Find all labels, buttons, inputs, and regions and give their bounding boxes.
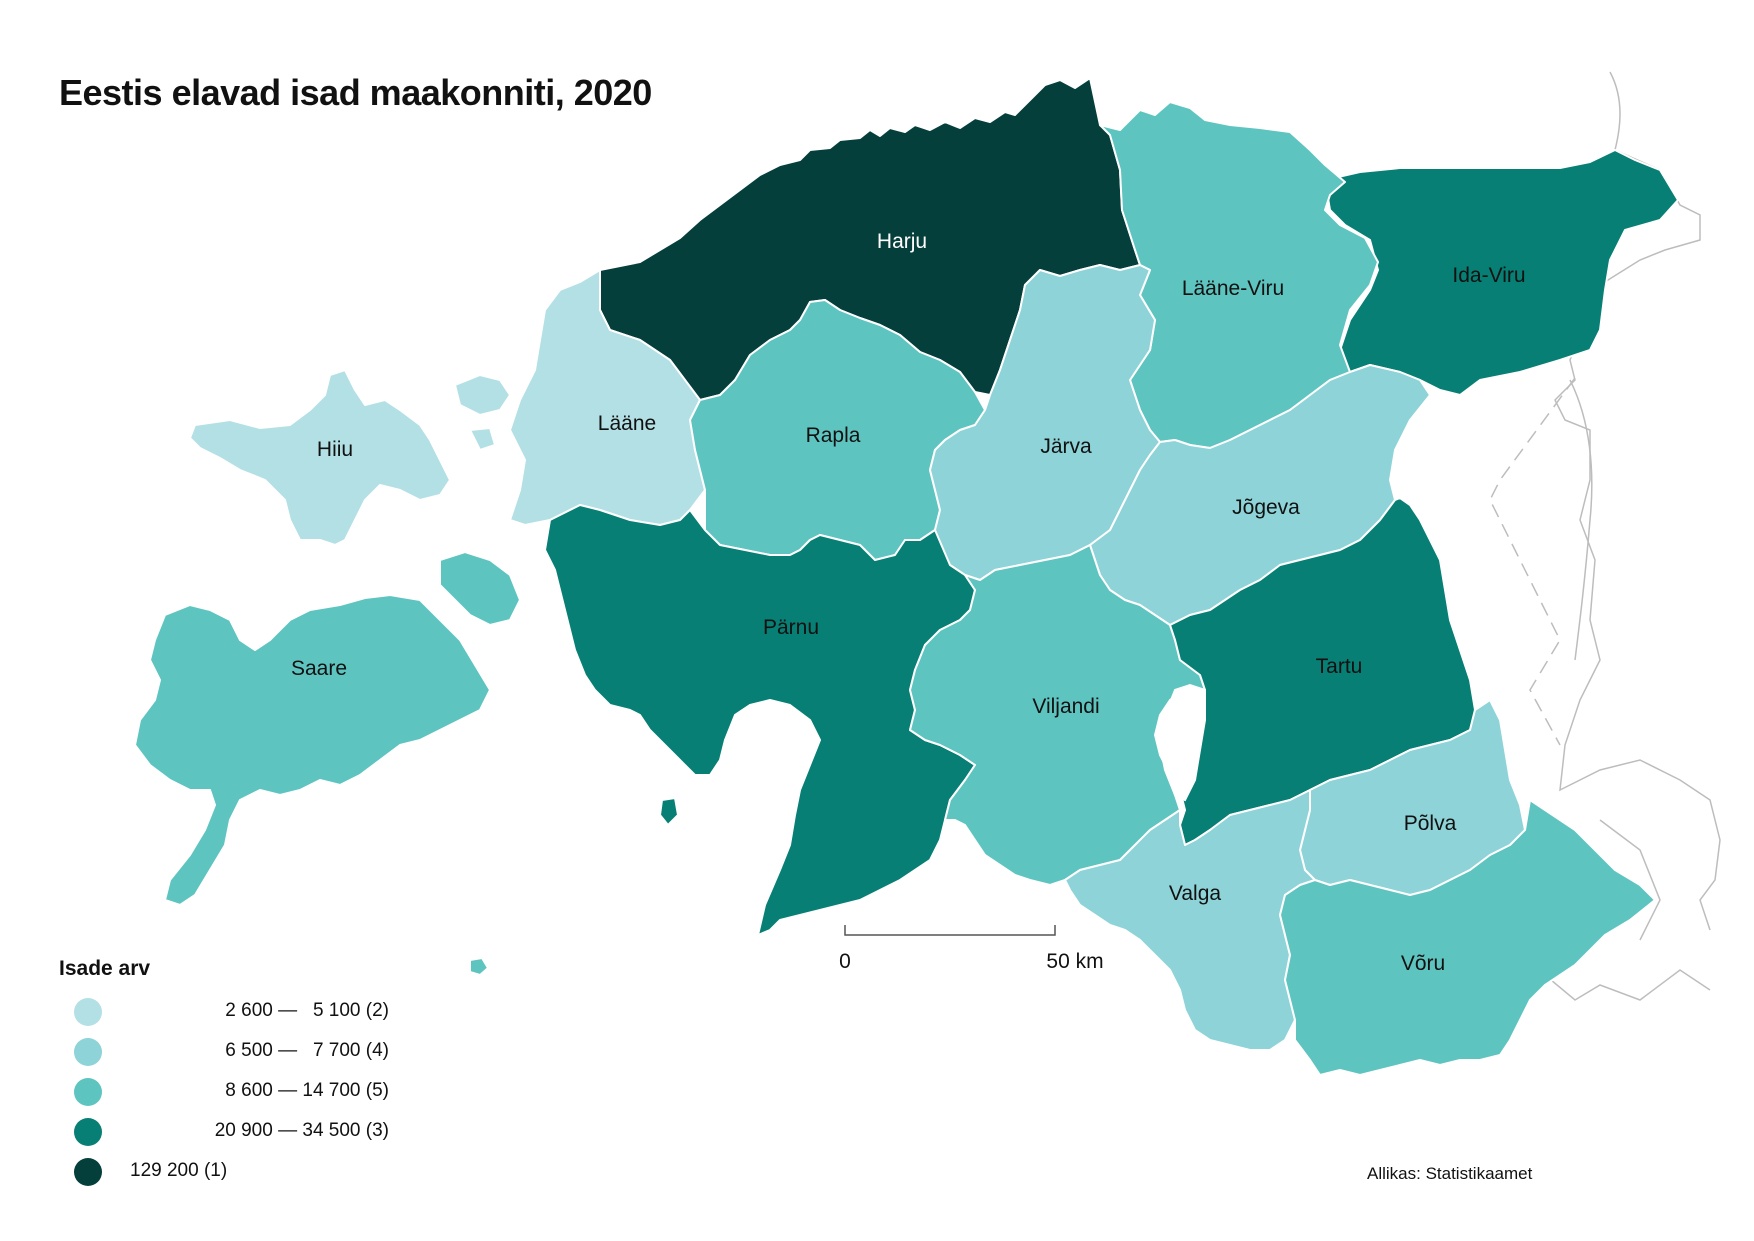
county-label-jarva: Järva xyxy=(1040,435,1092,458)
county-label-jogeva: Jõgeva xyxy=(1232,496,1300,519)
county-saare[interactable] xyxy=(134,594,491,906)
legend-swatch xyxy=(74,1118,102,1146)
county-label-valga: Valga xyxy=(1169,882,1221,905)
county-laane-islands xyxy=(454,374,511,451)
neighbor-border-south xyxy=(1544,969,1711,1001)
county-saare-muhu xyxy=(439,551,521,626)
lake-peipus-east-shore xyxy=(1569,379,1593,661)
county-label-rapla: Rapla xyxy=(806,424,861,447)
neighbor-border-southeast xyxy=(1599,819,1661,941)
county-label-laane-viru: Lääne-Viru xyxy=(1182,277,1284,300)
legend-item: 6 500 — 7 700 (4) xyxy=(59,1037,389,1077)
county-saare-ruhnu xyxy=(469,957,489,976)
source-note: Allikas: Statistikaamet xyxy=(1367,1164,1533,1183)
legend-swatch xyxy=(74,1158,102,1186)
county-parnu[interactable] xyxy=(544,504,976,936)
county-label-saare: Saare xyxy=(291,657,347,680)
county-label-polva: Põlva xyxy=(1404,812,1457,835)
map-title: Eestis elavad isad maakonniti, 2020 xyxy=(59,72,652,113)
border-dashed xyxy=(1489,377,1576,746)
legend-swatch xyxy=(74,998,102,1026)
lake-vortsjarv xyxy=(1158,683,1206,802)
county-label-laane: Lääne xyxy=(598,412,656,435)
scale-bar-end-label: 50 km xyxy=(1046,950,1103,973)
legend-swatch xyxy=(74,1038,102,1066)
legend-rows: 2 600 — 5 100 (2) 6 500 — 7 700 (4) 8 600 … xyxy=(59,997,389,1197)
legend-item: 20 900 — 34 500 (3) xyxy=(59,1117,389,1157)
legend: Isade arv 2 600 — 5 100 (2) 6 500 — 7 700… xyxy=(59,957,389,1197)
legend-swatch xyxy=(74,1078,102,1106)
legend-label: 2 600 — 5 100 (2) xyxy=(225,1000,389,1021)
counties xyxy=(134,77,1679,1076)
legend-title: Isade arv xyxy=(59,957,151,980)
scale-bar-line xyxy=(844,925,1056,936)
county-label-harju: Harju xyxy=(877,230,927,253)
legend-label: 8 600 — 14 700 (5) xyxy=(225,1080,389,1101)
county-valga[interactable] xyxy=(1064,789,1316,1051)
county-label-ida-viru: Ida-Viru xyxy=(1452,264,1525,287)
legend-label: 20 900 — 34 500 (3) xyxy=(214,1120,389,1141)
county-label-viljandi: Viljandi xyxy=(1032,695,1099,718)
county-parnu-kihnu xyxy=(659,797,679,826)
county-label-parnu: Pärnu xyxy=(763,616,819,639)
legend-label: 6 500 — 7 700 (4) xyxy=(225,1040,389,1061)
county-labels: Harju Ida-Viru Lääne-Viru Lääne Hiiu Rap… xyxy=(291,230,1526,975)
legend-item: 8 600 — 14 700 (5) xyxy=(59,1077,389,1117)
county-voru[interactable] xyxy=(1279,799,1656,1076)
scale-bar-start-label: 0 xyxy=(839,950,851,973)
county-hiiu[interactable] xyxy=(189,369,451,546)
scale-bar: 0 50 km xyxy=(839,925,1104,973)
county-ida-viru[interactable] xyxy=(1324,149,1679,396)
county-label-tartu: Tartu xyxy=(1316,655,1363,678)
county-label-voru: Võru xyxy=(1401,952,1445,975)
legend-label: 129 200 (1) xyxy=(130,1160,228,1181)
county-label-hiiu: Hiiu xyxy=(317,438,353,461)
legend-item: 2 600 — 5 100 (2) xyxy=(59,997,389,1037)
legend-item: 129 200 (1) xyxy=(59,1157,227,1197)
